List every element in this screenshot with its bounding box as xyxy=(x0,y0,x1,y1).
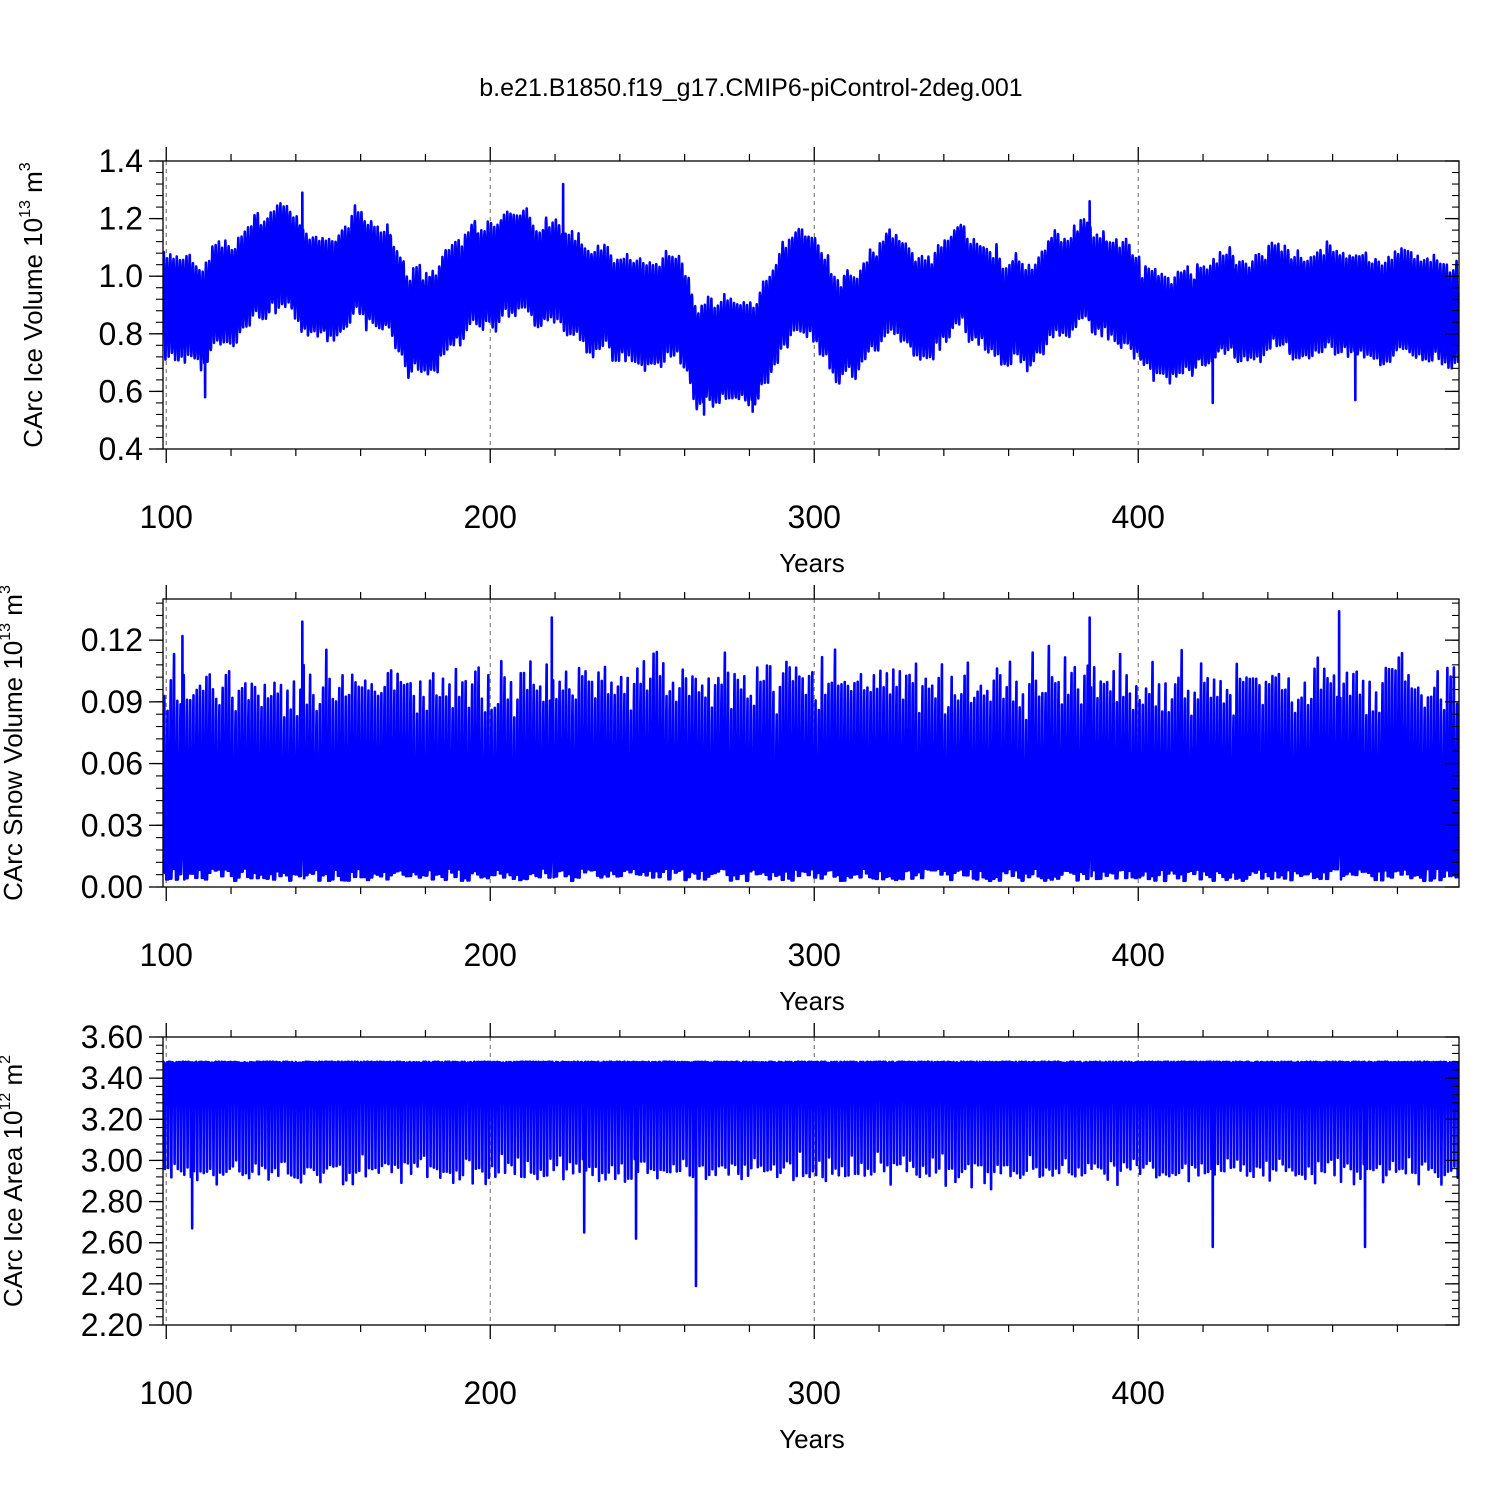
x-tick-label: 100 xyxy=(140,499,193,535)
y-tick-label: 2.80 xyxy=(81,1184,143,1220)
y-axis-label: CArc Ice Area 1012 m2 xyxy=(0,1055,28,1307)
plot-frame xyxy=(162,598,1460,888)
x-tick-label: 400 xyxy=(1112,1375,1165,1411)
x-tick-label: 400 xyxy=(1112,937,1165,973)
snow-volume-panel: 100 200 300 400 Years 0.00 0.03 0.06 0.09 0.12 CAr… xyxy=(0,585,1460,1016)
y-tick-label: 3.00 xyxy=(81,1142,143,1178)
plot-frame xyxy=(162,160,1460,450)
x-axis-label: Years xyxy=(779,986,845,1016)
y-tick-label: 1.0 xyxy=(99,258,143,294)
x-tick-label: 200 xyxy=(464,1375,517,1411)
y-tick-label: 0.09 xyxy=(81,684,143,720)
x-axis-label: Years xyxy=(779,548,845,578)
y-tick-label: 0.6 xyxy=(99,373,143,409)
x-tick-label: 100 xyxy=(140,937,193,973)
x-tick-label: 200 xyxy=(464,499,517,535)
series-line xyxy=(163,182,1459,416)
y-tick-label: 0.12 xyxy=(81,622,143,658)
series-line xyxy=(163,1060,1459,1288)
y-axis-label: CArc Snow Volume 1013 m3 xyxy=(0,585,28,901)
x-tick-label: 400 xyxy=(1112,499,1165,535)
x-axis-label: Years xyxy=(779,1424,845,1454)
y-tick-label: 1.4 xyxy=(99,143,143,179)
y-tick-label: 0.4 xyxy=(99,431,143,467)
y-tick-label: 0.06 xyxy=(81,746,143,782)
y-tick-label: 0.03 xyxy=(81,807,143,843)
plot-frame xyxy=(162,1036,1460,1326)
y-tick-label: 3.20 xyxy=(81,1101,143,1137)
y-tick-label: 0.8 xyxy=(99,316,143,352)
y-tick-label: 2.20 xyxy=(81,1307,143,1343)
y-tick-label: 2.60 xyxy=(81,1225,143,1261)
x-tick-label: 300 xyxy=(788,937,841,973)
ice-volume-panel: 100 200 300 400 Years 0.4 0.6 0.8 1.0 1.2 1.4 CArc … xyxy=(17,143,1460,578)
y-tick-label: 1.2 xyxy=(99,201,143,237)
x-tick-label: 100 xyxy=(140,1375,193,1411)
series-line xyxy=(163,610,1459,883)
y-tick-label: 3.60 xyxy=(81,1019,143,1055)
x-tick-label: 200 xyxy=(464,937,517,973)
y-axis-label: CArc Ice Volume 1013 m3 xyxy=(17,162,48,447)
y-tick-label: 3.40 xyxy=(81,1060,143,1096)
figure-title: b.e21.B1850.f19_g17.CMIP6-piControl-2deg… xyxy=(479,74,1022,102)
ice-area-panel: 100 200 300 400 Years 2.20 2.40 2.60 2.80 3.00 3.2… xyxy=(0,1019,1460,1454)
y-tick-label: 0.00 xyxy=(81,869,143,905)
x-tick-label: 300 xyxy=(788,1375,841,1411)
y-tick-label: 2.40 xyxy=(81,1266,143,1302)
x-tick-label: 300 xyxy=(788,499,841,535)
